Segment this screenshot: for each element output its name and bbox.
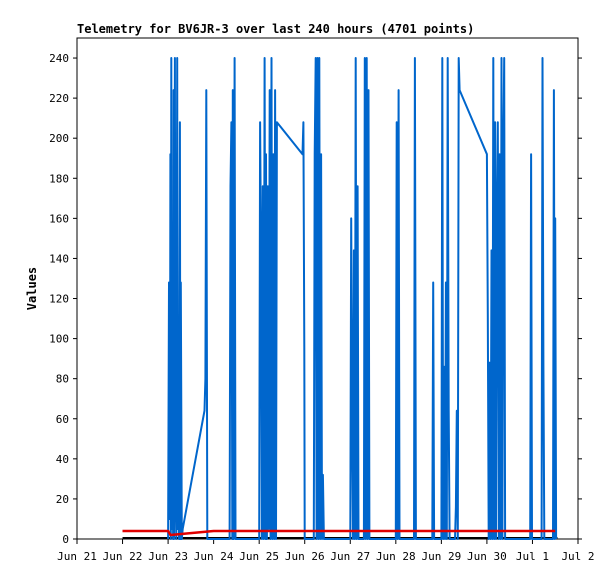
x-tick-label: Jun 23 [148,550,188,563]
series-line-0 [167,57,558,540]
chart-title: Telemetry for BV6JR-3 over last 240 hour… [77,22,475,36]
x-tick-label: Jun 21 [57,550,97,563]
x-tick-label: Jun 27 [330,550,370,563]
x-tick-label: Jul 1 [516,550,549,563]
x-tick-label: Jun 26 [285,550,325,563]
y-tick-label: 20 [56,493,69,506]
series-line-1 [122,529,556,537]
y-tick-label: 100 [49,333,69,346]
y-tick-label: 240 [49,52,69,65]
y-tick-label: 220 [49,92,69,105]
x-tick-label: Jun 28 [376,550,416,563]
y-tick-label: 120 [49,293,69,306]
y-tick-label: 140 [49,252,69,265]
y-tick-label: 60 [56,413,69,426]
y-axis-label: Values [25,267,39,310]
x-tick-label: Jun 24 [194,550,234,563]
x-tick-label: Jun 22 [103,550,143,563]
y-tick-label: 80 [56,373,69,386]
y-tick-label: 180 [49,172,69,185]
y-tick-label: 200 [49,132,69,145]
x-tick-label: Jun 30 [467,550,507,563]
x-tick-label: Jun 25 [239,550,279,563]
y-tick-label: 0 [62,533,69,546]
y-tick-label: 40 [56,453,69,466]
x-tick-label: Jul 2 [561,550,594,563]
x-tick-label: Jun 29 [421,550,461,563]
y-tick-label: 160 [49,212,69,225]
